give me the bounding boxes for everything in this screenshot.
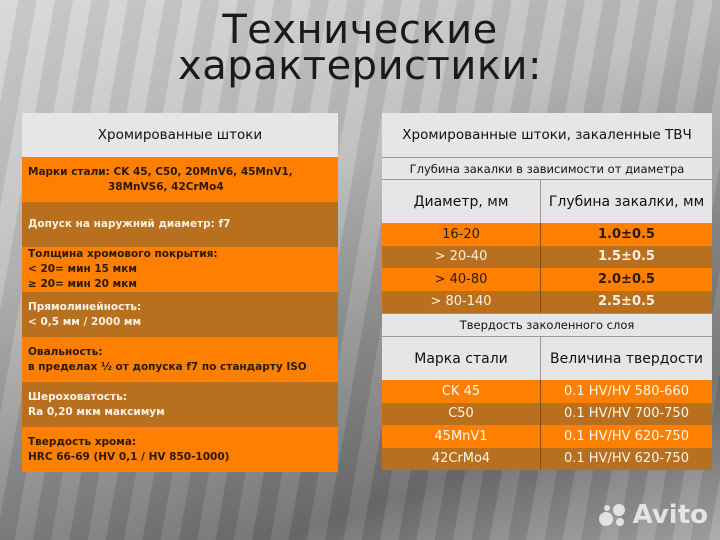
hardness-cell: 0.1 HV/HV 620-750 xyxy=(564,428,689,444)
table-row: > 20-40 1.5±0.5 xyxy=(382,245,712,268)
hardness-cell: 0.1 HV/HV 580-660 xyxy=(564,383,689,399)
spec-line: Допуск на наружний диаметр: f7 xyxy=(28,218,231,230)
avito-text: Avito xyxy=(632,500,708,530)
spec-line: в пределах ½ от допуска f7 по стандарту … xyxy=(28,360,307,373)
depth-cell: 1.0±0.5 xyxy=(598,226,655,242)
spec-line: ≥ 20= мин 20 мкм xyxy=(28,278,137,290)
spec-row: Допуск на наружний диаметр: f7 xyxy=(22,202,338,247)
table-row: CK 45 0.1 HV/HV 580-660 xyxy=(382,380,712,403)
column-header: Марка стали xyxy=(382,337,541,380)
panel-header: Хромированные штоки xyxy=(22,113,338,157)
spec-line: Твердость хрома: xyxy=(28,435,137,448)
panel-header: Хромированные штоки, закаленные ТВЧ xyxy=(382,113,712,157)
spec-row: Овальность: в пределах ½ от допуска f7 по… xyxy=(22,337,338,382)
column-header: Глубина закалки, мм xyxy=(548,193,705,210)
chrome-rods-panel: Хромированные штоки Марки стали: CK 45, … xyxy=(22,113,338,472)
table-row: 16-20 1.0±0.5 xyxy=(382,223,712,246)
grade-cell: 45MnV1 xyxy=(382,425,541,448)
spec-row: Твердость хрома: HRC 66-69 (HV 0,1 / HV 8… xyxy=(22,427,338,472)
table-row: 45MnV1 0.1 HV/HV 620-750 xyxy=(382,425,712,448)
avito-dots-logo-icon xyxy=(598,504,625,526)
column-header: Диаметр, мм xyxy=(382,180,541,223)
spec-line: 38MnVS6, 42CrMo4 xyxy=(108,180,224,193)
spec-line: < 0,5 мм / 2000 мм xyxy=(28,315,142,328)
title-line-2: характеристики: xyxy=(178,43,542,89)
spec-row: Марки стали: CK 45, C50, 20MnV6, 45MnV1,… xyxy=(22,157,338,202)
title-line-1: Технические xyxy=(222,7,498,53)
grade-cell: 42CrMo4 xyxy=(382,447,541,470)
diameter-cell: > 20-40 xyxy=(382,245,541,268)
depth-table-header: Диаметр, мм Глубина закалки, мм xyxy=(382,179,712,223)
induction-hardened-panel: Хромированные штоки, закаленные ТВЧ Глуб… xyxy=(382,113,712,470)
table-row: > 80-140 2.5±0.5 xyxy=(382,290,712,313)
grade-cell: CK 45 xyxy=(382,380,541,403)
depth-section-title: Глубина закалки в зависимости от диаметр… xyxy=(382,157,712,179)
table-row: C50 0.1 HV/HV 700-750 xyxy=(382,402,712,425)
spec-row: Толщина хромового покрытия: < 20= мин 15 … xyxy=(22,247,338,292)
diameter-cell: > 40-80 xyxy=(382,268,541,291)
spec-line: Овальность: xyxy=(28,345,103,358)
depth-cell: 2.0±0.5 xyxy=(598,271,655,287)
hardness-cell: 0.1 HV/HV 700-750 xyxy=(564,406,689,422)
spec-line: HRC 66-69 (HV 0,1 / HV 850-1000) xyxy=(28,450,230,463)
spec-line: Марки стали: CK 45, C50, 20MnV6, 45MnV1, xyxy=(28,165,293,178)
grade-cell: C50 xyxy=(382,402,541,425)
diameter-cell: 16-20 xyxy=(382,223,541,246)
spec-line: Прямолинейность: xyxy=(28,300,142,313)
spec-line: < 20= мин 15 мкм xyxy=(28,263,137,275)
page-title: Технические характеристики: xyxy=(0,7,720,89)
column-header: Величина твердости xyxy=(550,350,703,367)
spec-line: Ra 0,20 мкм максимум xyxy=(28,405,165,418)
table-row: 42CrMo4 0.1 HV/HV 620-750 xyxy=(382,447,712,470)
hardness-section-title: Твердость заколенного слоя xyxy=(382,313,712,336)
spec-row: Шероховатость: Ra 0,20 мкм максимум xyxy=(22,382,338,427)
spec-line: Толщина хромового покрытия: xyxy=(28,248,218,260)
spec-row: Прямолинейность: < 0,5 мм / 2000 мм xyxy=(22,292,338,337)
hardness-table-header: Марка стали Величина твердости xyxy=(382,336,712,380)
depth-cell: 1.5±0.5 xyxy=(598,249,655,265)
table-row: > 40-80 2.0±0.5 xyxy=(382,268,712,291)
depth-cell: 2.5±0.5 xyxy=(598,294,655,310)
spec-line: Шероховатость: xyxy=(28,390,127,403)
avito-watermark: Avito xyxy=(598,500,708,530)
hardness-cell: 0.1 HV/HV 620-750 xyxy=(564,451,689,467)
diameter-cell: > 80-140 xyxy=(382,290,541,313)
